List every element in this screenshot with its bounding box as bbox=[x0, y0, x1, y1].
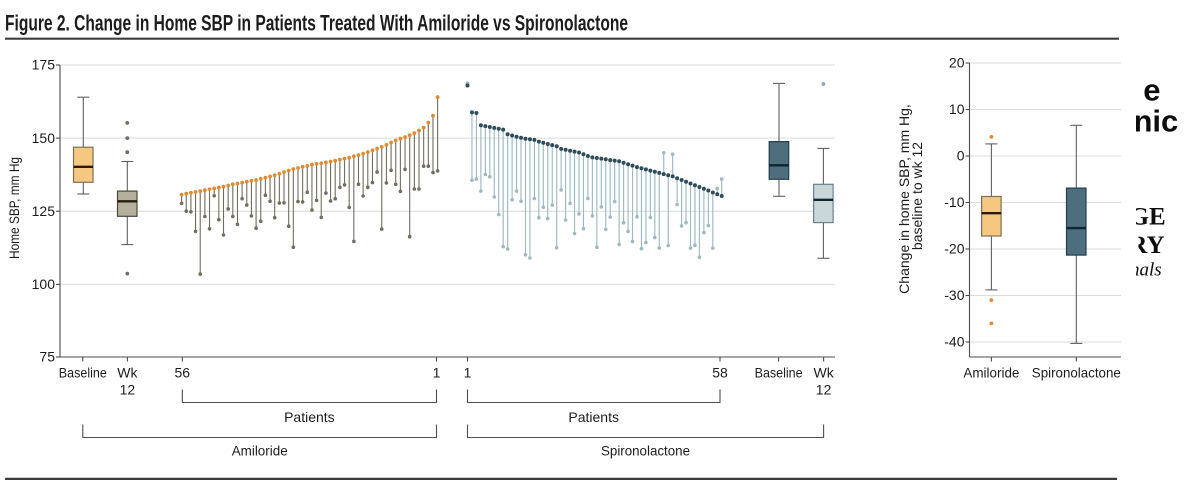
svg-text:Patients: Patients bbox=[568, 409, 619, 425]
svg-text:10: 10 bbox=[949, 101, 965, 117]
svg-text:GE: GE bbox=[1130, 203, 1166, 230]
svg-text:125: 125 bbox=[32, 203, 56, 219]
svg-text:1: 1 bbox=[433, 365, 441, 381]
svg-text:1: 1 bbox=[464, 365, 472, 381]
svg-text:nals: nals bbox=[1130, 259, 1162, 280]
svg-text:Home SBP, mm Hg: Home SBP, mm Hg bbox=[6, 157, 22, 259]
svg-text:150: 150 bbox=[32, 130, 56, 146]
svg-text:Figure 2. Change in Home SBP i: Figure 2. Change in Home SBP in Patients… bbox=[5, 11, 628, 36]
svg-text:-30: -30 bbox=[944, 287, 964, 303]
svg-text:Baseline: Baseline bbox=[755, 365, 803, 381]
svg-text:56: 56 bbox=[175, 365, 191, 381]
svg-text:12: 12 bbox=[816, 382, 832, 398]
svg-text:0: 0 bbox=[957, 148, 965, 164]
svg-text:nic: nic bbox=[1134, 103, 1179, 138]
svg-text:Patients: Patients bbox=[284, 409, 335, 425]
svg-text:20: 20 bbox=[949, 55, 965, 71]
svg-text:Wk: Wk bbox=[117, 365, 138, 381]
svg-text:75: 75 bbox=[39, 349, 55, 365]
svg-text:Amiloride: Amiloride bbox=[232, 443, 288, 459]
svg-text:e: e bbox=[1143, 73, 1160, 108]
svg-text:Baseline: Baseline bbox=[59, 365, 107, 381]
svg-text:-40: -40 bbox=[944, 334, 964, 350]
svg-text:Change in home SBP, mm Hg,: Change in home SBP, mm Hg, bbox=[896, 104, 912, 294]
svg-text:Spironolactone: Spironolactone bbox=[1032, 365, 1121, 381]
svg-text:Spironolactone: Spironolactone bbox=[601, 443, 690, 459]
svg-text:Amiloride: Amiloride bbox=[963, 365, 1019, 381]
svg-text:-20: -20 bbox=[944, 241, 964, 257]
svg-text:RY: RY bbox=[1129, 232, 1164, 259]
svg-text:175: 175 bbox=[32, 57, 56, 73]
svg-text:baseline to wk 12: baseline to wk 12 bbox=[909, 142, 925, 250]
svg-text:58: 58 bbox=[712, 365, 728, 381]
svg-text:12: 12 bbox=[120, 382, 136, 398]
svg-text:Wk: Wk bbox=[813, 365, 834, 381]
svg-text:-10: -10 bbox=[944, 194, 964, 210]
svg-text:100: 100 bbox=[32, 276, 56, 292]
